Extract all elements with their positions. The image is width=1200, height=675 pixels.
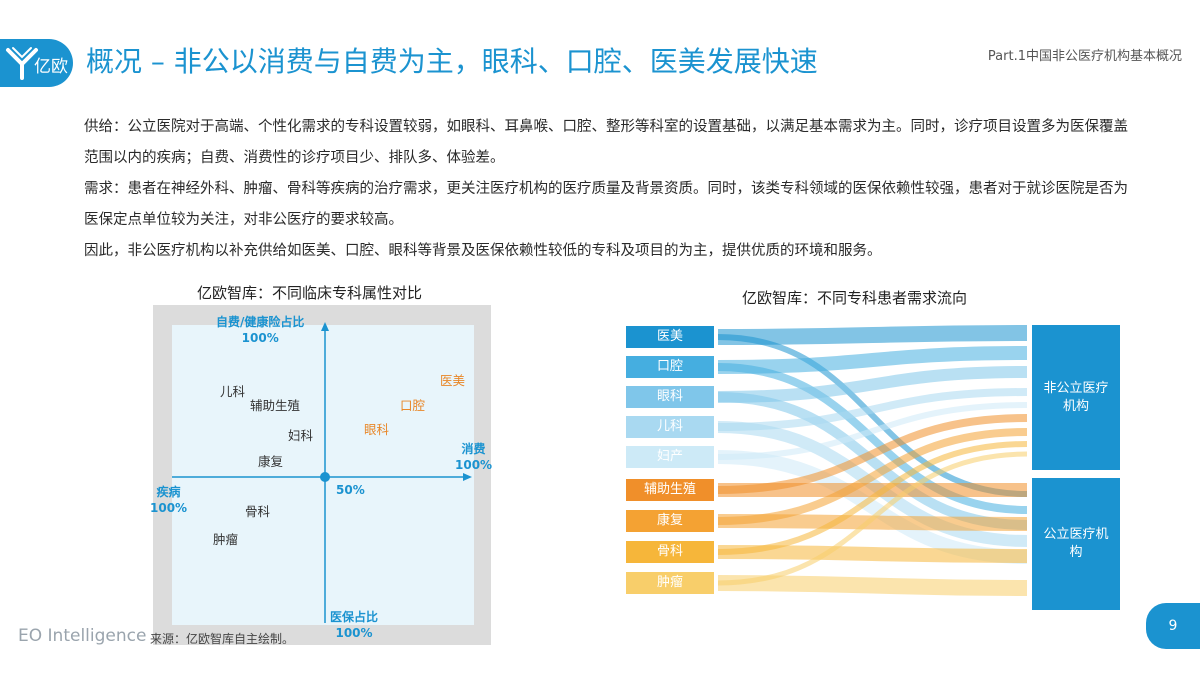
item-erke: 儿科 bbox=[220, 384, 246, 399]
source-note: 来源：亿欧智库自主绘制。 bbox=[150, 632, 295, 646]
logo-text: 亿欧 bbox=[34, 57, 68, 77]
logo-tab: 亿欧 bbox=[0, 39, 73, 87]
flow-yanke-private bbox=[717, 366, 1028, 403]
item-guke: 骨科 bbox=[245, 504, 271, 519]
item-fuke: 妇科 bbox=[288, 428, 314, 443]
flow-kangfu-private bbox=[717, 428, 1028, 525]
page-title: 概况 – 非公以消费与自费为主，眼科、口腔、医美发展快速 bbox=[86, 45, 818, 78]
item-yimei: 医美 bbox=[440, 373, 466, 388]
flow-guke-public bbox=[717, 545, 1028, 563]
flow-kouqiang-private bbox=[717, 346, 1028, 374]
logo-icon bbox=[6, 47, 38, 80]
source-yimei: 医美 bbox=[626, 326, 714, 348]
item-zhongliu: 肿瘤 bbox=[213, 532, 239, 547]
footer-brand: EO Intelligence bbox=[18, 626, 147, 646]
paragraph-supply: 供给：公立医院对于高端、个性化需求的专科设置较弱，如眼科、耳鼻喉、口腔、整形等科… bbox=[84, 119, 1128, 166]
body-text: 供给：公立医院对于高端、个性化需求的专科设置较弱，如眼科、耳鼻喉、口腔、整形等科… bbox=[84, 112, 1134, 267]
flow-zhongliu-private bbox=[717, 451, 1028, 586]
axis-right-label: 消费 100% bbox=[455, 442, 493, 472]
flow-erke-private bbox=[717, 388, 1028, 431]
source-erke: 儿科 bbox=[626, 416, 714, 438]
axis-bottom-label: 医保占比 100% bbox=[330, 610, 379, 640]
source-zhongliu: 肿瘤 bbox=[626, 572, 714, 594]
source-kouqiang: 口腔 bbox=[626, 356, 714, 378]
flow-guke-private bbox=[717, 441, 1028, 555]
axis-left-label: 疾病 100% bbox=[150, 485, 188, 515]
paragraph-demand: 需求：患者在神经外科、肿瘤、骨科等疾病的治疗需求，更关注医疗机构的医疗质量及背景… bbox=[84, 181, 1128, 228]
target-private: 非公立医疗机构 bbox=[1032, 325, 1120, 470]
flow-fuzhu-private bbox=[717, 414, 1028, 494]
center-point bbox=[320, 472, 330, 482]
source-fuzhu: 辅助生殖 bbox=[626, 479, 714, 501]
page-number: 9 bbox=[1146, 603, 1200, 649]
flow-fuchan-private bbox=[717, 402, 1028, 460]
item-fuzhu: 辅助生殖 bbox=[250, 398, 301, 413]
horizontal-axis-arrow bbox=[463, 473, 472, 481]
axis-top-label: 自费/健康险占比 100% bbox=[216, 315, 305, 345]
flow-kangfu-public bbox=[717, 514, 1028, 531]
item-yanke: 眼科 bbox=[364, 422, 390, 437]
section-label: Part.1中国非公医疗机构基本概况 bbox=[987, 49, 1182, 64]
source-yanke: 眼科 bbox=[626, 386, 714, 408]
source-kangfu: 康复 bbox=[626, 510, 714, 532]
flow-zhongliu-public bbox=[717, 575, 1028, 596]
source-guke: 骨科 bbox=[626, 541, 714, 563]
item-kangfu: 康复 bbox=[258, 454, 284, 469]
paragraph-conclusion: 因此，非公医疗机构以补充供给如医美、口腔、眼科等背景及医保依赖性较低的专科及项目… bbox=[84, 243, 882, 259]
flow-yimei-private bbox=[717, 325, 1028, 345]
quadrant-diagram bbox=[153, 305, 491, 645]
target-public: 公立医疗机构 bbox=[1032, 478, 1120, 610]
flow-kouqiang-public bbox=[717, 363, 1028, 514]
vertical-axis-arrow bbox=[321, 322, 329, 331]
quadrant-caption: 亿欧智库：不同临床专科属性对比 bbox=[197, 284, 423, 302]
sankey-diagram bbox=[717, 325, 1028, 596]
center-label: 50% bbox=[336, 483, 365, 497]
item-kouqiang: 口腔 bbox=[400, 398, 426, 413]
sankey-caption: 亿欧智库：不同专科患者需求流向 bbox=[742, 289, 968, 307]
source-fuchan: 妇产 bbox=[626, 446, 714, 468]
